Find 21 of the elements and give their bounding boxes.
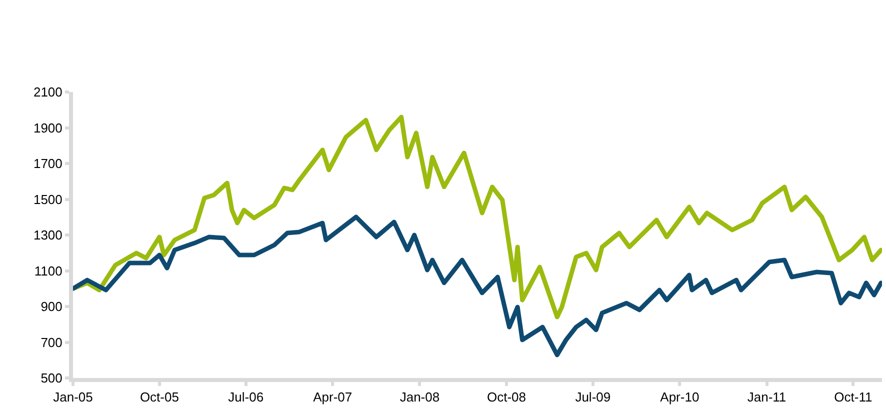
y-tick-label: 1300 [33, 228, 62, 243]
y-tick-label: 1100 [34, 263, 62, 278]
x-tick-label: Jan-08 [400, 390, 440, 405]
x-tick-label: Jan-11 [747, 390, 786, 405]
x-tick-label: Apr-07 [313, 390, 352, 405]
x-tick-label: Jul-09 [575, 390, 611, 405]
y-tick-label: 2100 [33, 84, 62, 100]
y-tick-label: 1900 [33, 120, 62, 136]
y-tick-label: 700 [40, 334, 62, 350]
x-tick-label: Oct-05 [140, 390, 179, 405]
x-tick-label: Jul-06 [228, 390, 264, 405]
x-tick-label: Jan-05 [53, 390, 93, 405]
y-tick-label: 500 [40, 370, 62, 386]
y-tick-label: 1500 [33, 192, 62, 207]
x-tick-label: Oct-11 [834, 390, 872, 405]
y-tick-label: 900 [40, 299, 62, 314]
x-tick-label: Apr-10 [660, 390, 700, 405]
x-tick-label: Oct-08 [486, 390, 526, 405]
y-tick-label: 1700 [33, 156, 62, 172]
line-series [73, 114, 882, 320]
line-series [73, 214, 882, 358]
